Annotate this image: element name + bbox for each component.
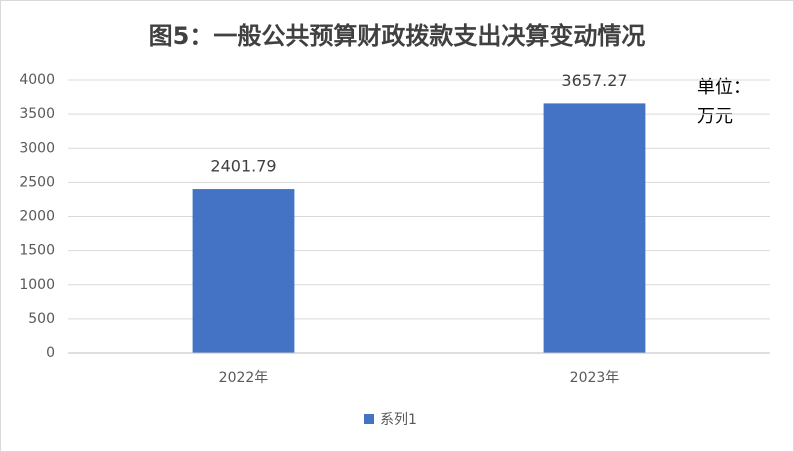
data-label: 2401.79 <box>210 157 276 176</box>
bar <box>192 189 295 353</box>
unit-label: 单位： <box>697 77 751 98</box>
unit-label: 万元 <box>697 106 733 127</box>
bar <box>543 103 646 353</box>
y-tick-label: 0 <box>46 345 55 361</box>
legend-swatch <box>364 414 374 424</box>
data-label: 3657.27 <box>561 71 627 90</box>
chart-title: 图5：一般公共预算财政拨款支出决算变动情况 <box>149 22 646 50</box>
y-tick-label: 3000 <box>19 140 55 156</box>
legend-label: 系列1 <box>380 412 417 428</box>
x-tick-label: 2022年 <box>219 370 269 386</box>
y-tick-label: 2500 <box>19 174 55 190</box>
y-tick-label: 500 <box>28 311 55 327</box>
x-tick-label: 2023年 <box>570 370 620 386</box>
y-tick-label: 2000 <box>19 209 55 225</box>
y-tick-label: 1500 <box>19 243 55 259</box>
y-tick-label: 1000 <box>19 277 55 293</box>
y-tick-label: 4000 <box>19 72 55 88</box>
y-tick-label: 3500 <box>19 106 55 122</box>
